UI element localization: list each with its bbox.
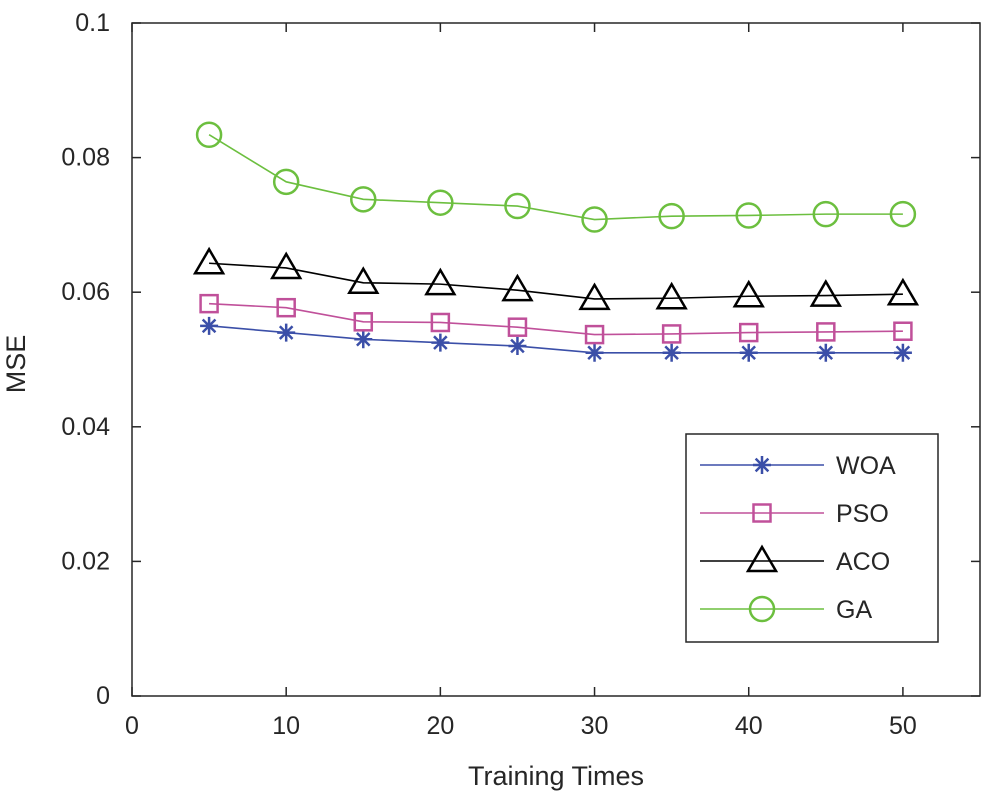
legend-marker-pso xyxy=(752,503,772,523)
legend-item-aco: ACO xyxy=(700,544,890,576)
data-point-woa xyxy=(816,343,835,362)
data-point-ga xyxy=(581,206,608,233)
data-point-woa xyxy=(354,330,373,349)
data-point-pso xyxy=(661,324,682,344)
y-axis-title: MSE xyxy=(1,335,31,394)
series-line-ga xyxy=(208,134,903,221)
legend-label-ga: GA xyxy=(836,596,872,624)
legend-item-ga: GA xyxy=(700,595,872,624)
series-layer xyxy=(192,121,920,362)
data-point-pso xyxy=(430,312,451,333)
legend-label-aco: ACO xyxy=(836,548,890,576)
series-line-aco xyxy=(209,262,903,300)
data-point-aco xyxy=(192,246,226,275)
data-point-woa xyxy=(893,343,912,362)
legend: WOA PSO ACO GA xyxy=(685,433,939,643)
data-point-pso xyxy=(584,324,605,345)
legend-label-pso: PSO xyxy=(836,500,889,528)
data-point-ga xyxy=(195,121,223,148)
data-point-pso xyxy=(507,317,528,337)
legend-marker-ga xyxy=(748,595,776,623)
series-ga xyxy=(195,121,917,233)
data-point-pso xyxy=(893,321,913,341)
data-point-woa xyxy=(277,323,296,342)
y-tick-label: 0 xyxy=(96,682,110,710)
data-point-woa xyxy=(200,316,219,335)
legend-label-woa: WOA xyxy=(836,452,896,480)
y-tick-label: 0.08 xyxy=(61,144,110,172)
series-line-woa xyxy=(209,325,903,354)
y-tick-label: 0.02 xyxy=(61,547,110,575)
data-point-aco xyxy=(655,281,688,310)
x-tick-label: 50 xyxy=(889,712,917,740)
x-tick-label: 10 xyxy=(272,712,300,740)
data-point-woa xyxy=(508,337,527,356)
series-line-pso xyxy=(209,302,903,336)
data-point-ga xyxy=(272,168,300,196)
data-point-aco xyxy=(809,279,842,307)
data-point-woa xyxy=(739,343,758,362)
data-point-pso xyxy=(816,322,836,342)
x-tick-label: 0 xyxy=(125,712,139,740)
axes-box xyxy=(131,22,981,697)
data-point-ga xyxy=(427,189,454,216)
data-point-aco xyxy=(501,273,534,302)
plot-area xyxy=(131,22,981,697)
y-tick-label: 0.04 xyxy=(61,413,110,441)
data-point-ga xyxy=(889,200,917,228)
x-axis-ticks: 0 10 20 30 40 50 xyxy=(125,23,917,740)
data-point-pso xyxy=(738,322,759,343)
data-point-woa xyxy=(662,343,681,362)
data-point-woa xyxy=(585,343,604,362)
series-pso xyxy=(199,293,913,345)
legend-marker-woa xyxy=(753,456,771,474)
data-point-aco xyxy=(347,266,380,295)
x-axis-title: Training Times xyxy=(468,761,644,791)
data-point-aco xyxy=(424,267,457,296)
legend-item-woa: WOA xyxy=(700,452,896,480)
data-point-woa xyxy=(431,333,450,352)
data-point-ga xyxy=(812,200,840,228)
legend-item-pso: PSO xyxy=(700,500,889,528)
x-tick-label: 20 xyxy=(426,712,454,740)
legend-box xyxy=(685,433,939,643)
x-tick-label: 40 xyxy=(735,712,763,740)
series-aco xyxy=(192,246,920,311)
data-point-pso xyxy=(199,293,219,314)
data-point-aco xyxy=(886,277,920,306)
y-axis-ticks: 0 0.02 0.04 0.06 0.08 0.1 xyxy=(61,9,980,710)
legend-marker-aco xyxy=(745,544,779,573)
x-tick-label: 30 xyxy=(581,712,609,740)
data-point-pso xyxy=(353,312,374,332)
data-point-aco xyxy=(732,279,765,308)
data-point-aco xyxy=(270,251,303,280)
data-point-pso xyxy=(276,297,296,318)
data-point-ga xyxy=(735,202,762,229)
data-point-aco xyxy=(578,282,611,311)
data-point-ga xyxy=(350,186,377,213)
data-point-ga xyxy=(658,202,685,230)
data-point-ga xyxy=(504,192,531,220)
series-woa xyxy=(200,316,912,362)
y-tick-label: 0.1 xyxy=(75,9,110,37)
y-tick-label: 0.06 xyxy=(61,278,110,306)
